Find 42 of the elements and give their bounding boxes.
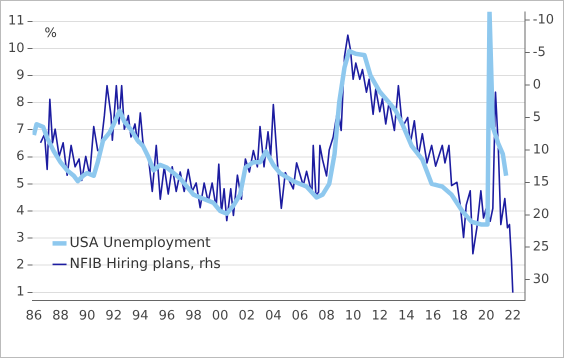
x-tick-label: 18 [451,308,468,324]
y-tick-label: 5 [16,176,25,192]
x-tick-label: 06 [292,308,308,324]
x-tick-label: 02 [238,308,255,324]
y2-tick-label: 0 [532,77,542,92]
y-tick-label: 7 [16,122,25,138]
y-tick-label: 11 [8,14,25,29]
x-tick-label: 00 [212,308,228,324]
legend-label: USA Unemployment [70,235,212,252]
x-tick-label: 10 [344,308,362,324]
x-tick-label: 94 [132,308,149,324]
y2-tick-label: 25 [532,240,550,255]
x-tick-label: 20 [478,308,494,324]
y-tick-label: 8 [16,94,25,110]
y-tick-label: 4 [16,203,25,218]
y-tick-label: 10 [8,40,25,56]
y-tick-label: 6 [16,149,25,164]
x-tick-label: 04 [265,308,282,324]
y2-tick-label: 20 [532,207,550,222]
legend-label: NFIB Hiring plans, rhs [70,256,221,272]
x-tick-label: 98 [185,308,202,324]
y2-tick-label: 5 [532,110,542,125]
y2-tick-label: 30 [532,272,550,288]
x-tick-label: 08 [318,308,335,324]
x-tick-label: 96 [158,308,176,324]
y2-tick-label: -10 [532,12,554,28]
y2-tick-label: 15 [532,174,550,190]
y-tick-label: 2 [16,258,25,273]
x-tick-label: 12 [371,308,388,324]
x-tick-label: 86 [26,308,42,324]
x-tick-label: 16 [424,308,442,324]
y-axis-title: % [44,26,57,42]
x-tick-label: 88 [52,308,69,324]
y-tick-label: 3 [16,230,25,246]
y2-tick-label: 10 [532,142,550,158]
x-tick-label: 14 [398,308,415,324]
y2-tick-label: -5 [532,45,546,60]
x-tick-label: 22 [504,308,522,324]
y-tick-label: 1 [16,284,25,300]
x-tick-label: 90 [78,308,96,324]
x-tick-label: 92 [105,308,122,324]
y-tick-label: 9 [16,68,25,83]
